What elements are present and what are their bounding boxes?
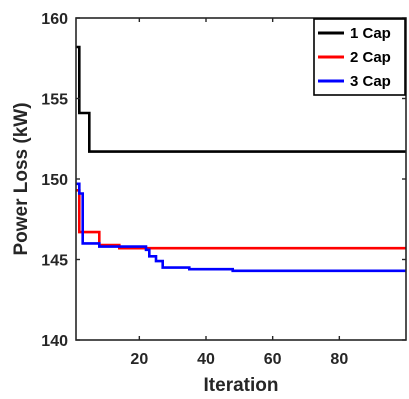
legend: 1 Cap 2 Cap 3 Cap	[313, 18, 406, 96]
legend-label-3-cap: 3 Cap	[350, 73, 391, 90]
series-line-3-cap	[76, 182, 406, 273]
x-tick-label: 60	[264, 351, 282, 368]
y-axis-label: Power Loss (kW)	[11, 102, 32, 255]
x-tick-label: 80	[330, 351, 348, 368]
x-axis-label: Iteration	[204, 375, 279, 396]
y-tick-label: 140	[41, 333, 68, 350]
legend-label-2-cap: 2 Cap	[350, 49, 391, 66]
y-tick-label: 155	[41, 92, 68, 109]
series-layer	[76, 45, 406, 273]
x-tick-label: 40	[197, 351, 215, 368]
ticks-layer: 20 40 60 80 140 145 150 155 160	[41, 11, 406, 368]
y-tick-label: 150	[41, 172, 68, 189]
x-tick-label: 20	[130, 351, 148, 368]
series-line-1-cap	[76, 45, 406, 153]
y-tick-label: 160	[41, 11, 68, 28]
legend-label-1-cap: 1 Cap	[350, 25, 391, 42]
y-tick-label: 145	[41, 253, 68, 270]
